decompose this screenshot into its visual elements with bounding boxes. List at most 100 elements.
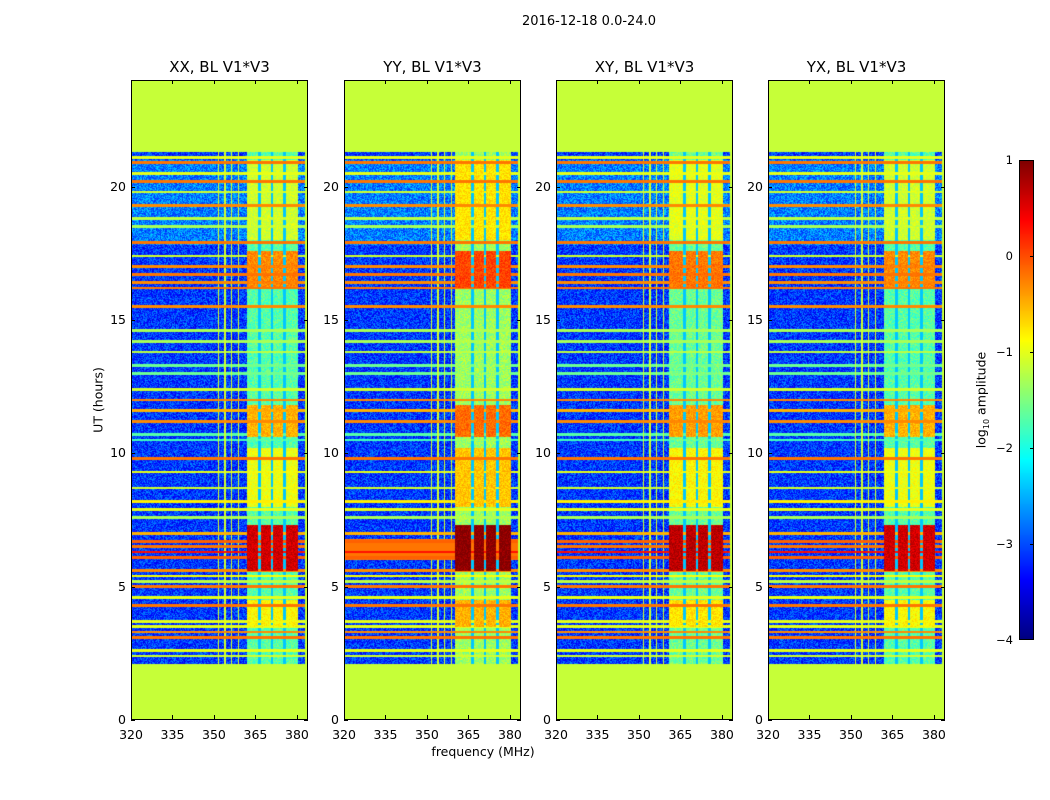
y-tick-label: 15 (747, 312, 763, 327)
y-tick-mark (344, 320, 348, 321)
x-tick-mark (213, 80, 215, 84)
x-tick-mark (296, 715, 298, 719)
y-tick-mark (131, 320, 135, 321)
y-tick-mark (517, 320, 521, 321)
x-tick-mark (296, 80, 298, 84)
y-tick-mark (729, 586, 733, 588)
x-tick-mark (933, 80, 935, 84)
y-tick-mark (304, 320, 308, 321)
x-tick-mark (721, 80, 723, 84)
y-tick-label: 0 (331, 712, 339, 727)
x-tick-mark (850, 715, 852, 719)
y-tick-label: 5 (331, 578, 339, 594)
y-tick-mark (304, 720, 308, 721)
x-tick-mark (809, 715, 811, 719)
x-tick-mark (131, 715, 132, 719)
x-tick-mark (768, 715, 769, 719)
x-tick-mark (385, 715, 387, 719)
x-tick-label: 380 (710, 727, 734, 742)
x-tick-label: 320 (756, 727, 780, 742)
x-tick-mark (768, 80, 769, 84)
x-tick-label: 380 (285, 727, 309, 742)
colorbar-tick-label: 0 (1005, 249, 1013, 263)
y-tick-mark (729, 453, 733, 455)
y-tick-mark (344, 453, 348, 455)
x-tick-mark (213, 715, 215, 719)
figure-title: 2016-12-18 0.0-24.0 (522, 14, 656, 29)
x-tick-label: 380 (922, 727, 946, 742)
x-tick-mark (131, 80, 132, 84)
y-tick-mark (131, 186, 135, 188)
x-tick-mark (172, 80, 174, 84)
panel-title: XX, BL V1*V3 (169, 58, 270, 76)
spectrogram-panel: XY, BL V1*V3 0 5 10 15 20 320 335 350 365 380 (535, 58, 734, 742)
x-tick-label: 335 (797, 727, 822, 742)
x-tick-mark (597, 80, 599, 84)
y-tick-mark (941, 720, 945, 721)
y-tick-mark (729, 720, 733, 721)
x-tick-mark (255, 715, 257, 719)
colorbar-label-sub: 10 (981, 418, 991, 430)
colorbar-tick-mark (1030, 544, 1034, 545)
x-tick-label: 320 (544, 727, 568, 742)
y-axis-label: UT (hours) (90, 367, 106, 433)
x-tick-mark (721, 715, 723, 719)
y-tick-label: 10 (535, 445, 551, 461)
x-tick-mark (468, 715, 470, 719)
x-tick-label: 320 (332, 727, 356, 742)
y-tick-mark (768, 586, 772, 588)
x-tick-mark (172, 715, 174, 719)
y-tick-label: 5 (543, 578, 551, 594)
y-tick-mark (517, 453, 521, 455)
y-tick-label: 0 (118, 712, 126, 727)
y-tick-label: 10 (110, 445, 126, 461)
x-tick-label: 365 (880, 727, 905, 742)
y-tick-mark (344, 186, 348, 188)
x-tick-mark (344, 715, 345, 719)
panel-title: YY, BL V1*V3 (383, 58, 482, 76)
y-tick-mark (556, 186, 560, 188)
x-tick-mark (468, 80, 470, 84)
x-tick-mark (597, 715, 599, 719)
x-tick-label: 335 (585, 727, 610, 742)
x-tick-mark (344, 80, 345, 84)
x-tick-label: 350 (202, 727, 226, 742)
y-tick-label: 20 (535, 178, 551, 194)
x-tick-mark (556, 715, 557, 719)
x-tick-label: 350 (415, 727, 439, 742)
y-tick-mark (941, 186, 945, 188)
x-tick-mark (892, 80, 894, 84)
spectrogram-panel: YX, BL V1*V3 0 5 10 15 20 320 335 350 365 380 (747, 58, 946, 742)
y-tick-label: 15 (110, 312, 126, 327)
y-tick-label: 0 (755, 712, 763, 727)
y-tick-mark (556, 453, 560, 455)
x-tick-label: 365 (243, 727, 268, 742)
y-tick-mark (768, 720, 772, 721)
x-tick-mark (426, 80, 428, 84)
x-tick-label: 380 (498, 727, 522, 742)
x-axis-label: frequency (MHz) (431, 744, 535, 759)
heatmap-image (556, 80, 733, 720)
y-tick-mark (768, 186, 772, 188)
y-tick-label: 5 (118, 578, 126, 594)
x-tick-label: 365 (456, 727, 481, 742)
colorbar-tick-mark (1030, 352, 1034, 353)
y-tick-mark (729, 320, 733, 321)
colorbar: 1 0 −1 −2 −3 −4 (996, 153, 1034, 647)
x-tick-mark (809, 80, 811, 84)
heatmap-image (131, 80, 308, 720)
y-tick-label: 20 (747, 178, 763, 194)
panel-title: YX, BL V1*V3 (806, 58, 907, 76)
y-tick-mark (556, 586, 560, 588)
y-tick-mark (304, 453, 308, 455)
y-tick-mark (941, 320, 945, 321)
x-tick-label: 365 (668, 727, 693, 742)
y-tick-label: 10 (323, 445, 339, 461)
colorbar-label-log: log (973, 429, 989, 449)
y-tick-mark (768, 320, 772, 321)
colorbar-gradient (1019, 160, 1034, 640)
x-tick-mark (680, 80, 682, 84)
colorbar-label-text: amplitude (973, 351, 989, 419)
x-tick-mark (509, 80, 511, 84)
